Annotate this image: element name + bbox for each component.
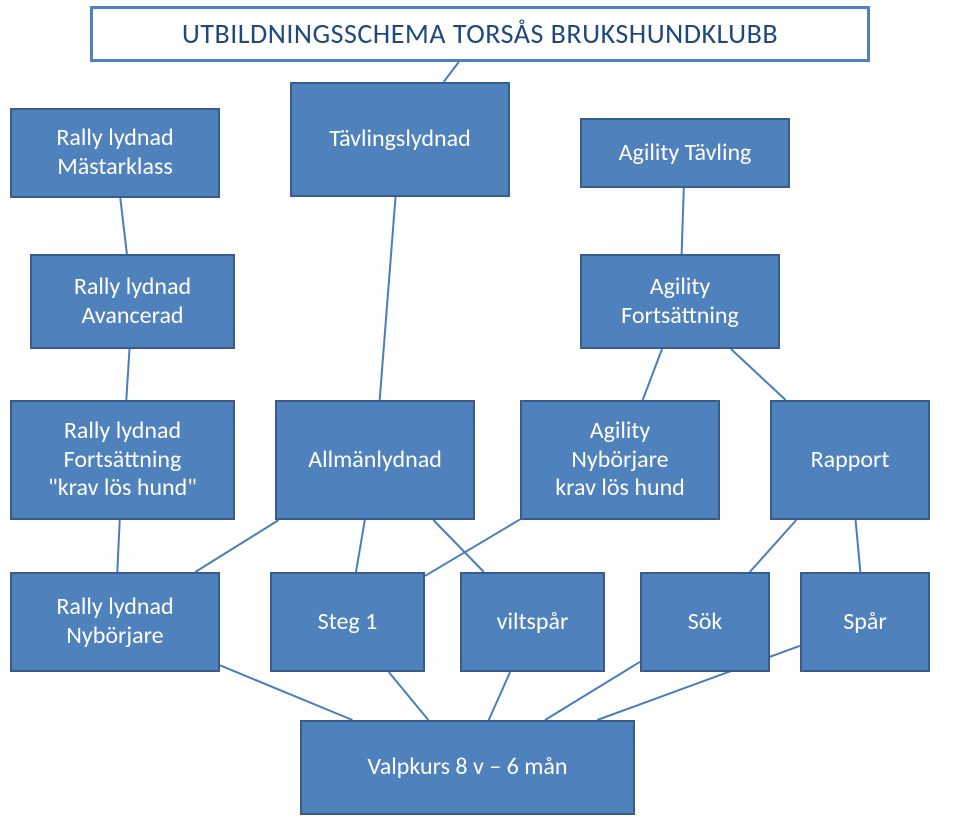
node-label: Agility Nybörjare krav lös hund — [555, 417, 685, 503]
connector-line — [389, 672, 429, 720]
node-rally-lydnad-mastarklass: Rally lydnad Mästarklass — [10, 108, 220, 198]
node-label: viltspår — [497, 608, 569, 637]
connector-line — [117, 520, 119, 572]
diagram-title-text: UTBILDNINGSSCHEMA TORSÅS BRUKSHUNDKLUBB — [182, 17, 778, 51]
node-label: Rally lydnad Mästarklass — [56, 124, 173, 182]
connector-line — [120, 198, 127, 254]
node-rally-lydnad-avancerad: Rally lydnad Avancerad — [30, 254, 235, 349]
connector-line — [444, 62, 459, 82]
connector-line — [750, 520, 797, 572]
node-valpkurs: Valpkurs 8 v – 6 mån — [300, 720, 635, 815]
connector-line — [195, 520, 278, 572]
node-label: Agility Fortsättning — [621, 273, 739, 331]
node-label: Agility Tävling — [619, 139, 752, 168]
node-label: Valpkurs 8 v – 6 mån — [368, 753, 568, 782]
node-label: Rally lydnad Fortsättning "krav lös hund… — [48, 417, 197, 503]
connector-line — [126, 349, 129, 400]
node-label: Allmänlydnad — [308, 446, 442, 475]
connector-line — [856, 520, 861, 572]
connector-line — [731, 349, 786, 400]
node-viltspar: viltspår — [460, 572, 605, 672]
node-agility-fortsattning: Agility Fortsättning — [580, 254, 780, 349]
node-rally-lydnad-fortsattning: Rally lydnad Fortsättning "krav lös hund… — [10, 400, 235, 520]
node-steg-1: Steg 1 — [270, 572, 425, 672]
node-label: Rally lydnad Nybörjare — [56, 593, 173, 651]
connector-line — [356, 520, 365, 572]
connector-line — [380, 197, 396, 400]
diagram-title: UTBILDNINGSSCHEMA TORSÅS BRUKSHUNDKLUBB — [90, 6, 870, 62]
connector-line — [425, 519, 520, 575]
node-spar: Spår — [800, 572, 930, 672]
connector-line — [220, 665, 352, 720]
node-label: Tävlingslydnad — [329, 125, 470, 154]
node-tavlingslydnad: Tävlingslydnad — [290, 82, 510, 197]
node-allmanlydnad: Allmänlydnad — [275, 400, 475, 520]
node-label: Sök — [688, 608, 723, 637]
node-rapport: Rapport — [770, 400, 930, 520]
node-label: Rapport — [811, 446, 890, 475]
connector-line — [643, 349, 662, 400]
node-label: Steg 1 — [318, 608, 378, 637]
node-label: Spår — [843, 608, 887, 637]
node-agility-tavling: Agility Tävling — [580, 118, 790, 188]
node-label: Rally lydnad Avancerad — [74, 273, 191, 331]
connector-line — [682, 188, 684, 254]
connector-line — [489, 672, 510, 720]
node-rally-lydnad-nyborjare: Rally lydnad Nybörjare — [10, 572, 220, 672]
node-sok: Sök — [640, 572, 770, 672]
node-agility-nyborjare: Agility Nybörjare krav lös hund — [520, 400, 720, 520]
